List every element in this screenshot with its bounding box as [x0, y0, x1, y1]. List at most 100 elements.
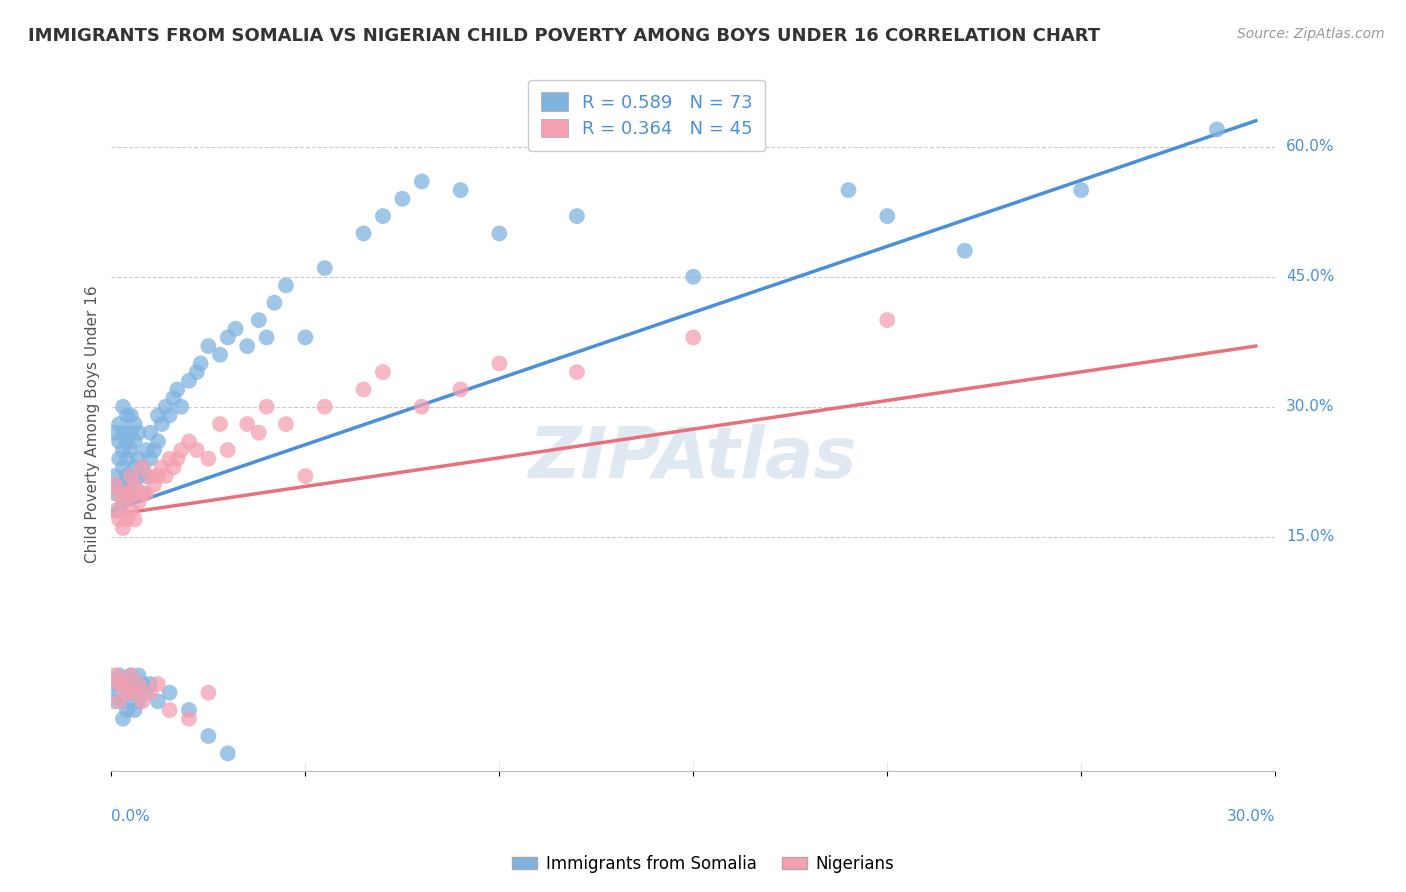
Point	[108, 451, 131, 466]
Point	[124, 460, 146, 475]
Point	[146, 677, 169, 691]
Point	[139, 451, 162, 466]
Point	[104, 469, 127, 483]
Point	[124, 686, 146, 700]
Point	[146, 409, 169, 423]
Point	[294, 330, 316, 344]
Point	[146, 434, 169, 449]
Point	[371, 209, 394, 223]
Text: ZIPAtlas: ZIPAtlas	[529, 425, 858, 493]
Point	[150, 460, 173, 475]
Point	[876, 209, 898, 223]
Point	[108, 686, 131, 700]
Point	[115, 486, 138, 500]
Point	[488, 356, 510, 370]
Point	[177, 703, 200, 717]
Point	[108, 434, 131, 449]
Point	[155, 469, 177, 483]
Point	[139, 677, 162, 691]
Point	[104, 477, 127, 491]
Point	[139, 686, 162, 700]
Point	[274, 278, 297, 293]
Point	[159, 409, 181, 423]
Point	[108, 417, 131, 431]
Point	[112, 443, 135, 458]
Point	[120, 409, 142, 423]
Point	[256, 400, 278, 414]
Text: 45.0%: 45.0%	[1286, 269, 1334, 285]
Point	[565, 209, 588, 223]
Point	[112, 694, 135, 708]
Point	[112, 521, 135, 535]
Point	[120, 486, 142, 500]
Point	[170, 400, 193, 414]
Point	[112, 460, 135, 475]
Point	[139, 425, 162, 440]
Point	[120, 425, 142, 440]
Point	[450, 183, 472, 197]
Point	[104, 668, 127, 682]
Point	[217, 747, 239, 761]
Point	[143, 477, 166, 491]
Point	[411, 174, 433, 188]
Legend: R = 0.589   N = 73, R = 0.364   N = 45: R = 0.589 N = 73, R = 0.364 N = 45	[529, 79, 765, 151]
Point	[128, 425, 150, 440]
Point	[197, 451, 219, 466]
Point	[146, 694, 169, 708]
Point	[131, 460, 153, 475]
Text: 60.0%: 60.0%	[1286, 139, 1334, 154]
Point	[391, 192, 413, 206]
Point	[124, 677, 146, 691]
Y-axis label: Child Poverty Among Boys Under 16: Child Poverty Among Boys Under 16	[86, 285, 100, 563]
Point	[314, 261, 336, 276]
Point	[120, 668, 142, 682]
Legend: Immigrants from Somalia, Nigerians: Immigrants from Somalia, Nigerians	[506, 848, 900, 880]
Point	[131, 486, 153, 500]
Point	[488, 227, 510, 241]
Point	[104, 504, 127, 518]
Point	[155, 400, 177, 414]
Point	[108, 486, 131, 500]
Point	[177, 712, 200, 726]
Point	[124, 512, 146, 526]
Point	[225, 322, 247, 336]
Point	[115, 469, 138, 483]
Point	[217, 330, 239, 344]
Point	[128, 677, 150, 691]
Point	[186, 443, 208, 458]
Point	[128, 694, 150, 708]
Point	[411, 400, 433, 414]
Point	[876, 313, 898, 327]
Point	[177, 374, 200, 388]
Text: 30.0%: 30.0%	[1286, 400, 1334, 414]
Point	[131, 460, 153, 475]
Point	[112, 495, 135, 509]
Point	[124, 477, 146, 491]
Point	[135, 686, 157, 700]
Point	[112, 677, 135, 691]
Point	[115, 703, 138, 717]
Point	[274, 417, 297, 431]
Point	[159, 686, 181, 700]
Point	[208, 417, 231, 431]
Point	[131, 486, 153, 500]
Point	[177, 434, 200, 449]
Point	[112, 495, 135, 509]
Point	[162, 460, 184, 475]
Point	[112, 477, 135, 491]
Point	[112, 400, 135, 414]
Point	[146, 469, 169, 483]
Point	[139, 469, 162, 483]
Point	[131, 677, 153, 691]
Point	[197, 686, 219, 700]
Point	[450, 383, 472, 397]
Point	[124, 434, 146, 449]
Point	[124, 417, 146, 431]
Point	[115, 677, 138, 691]
Point	[236, 417, 259, 431]
Point	[104, 486, 127, 500]
Point	[108, 477, 131, 491]
Point	[565, 365, 588, 379]
Point	[135, 443, 157, 458]
Text: 30.0%: 30.0%	[1226, 809, 1275, 824]
